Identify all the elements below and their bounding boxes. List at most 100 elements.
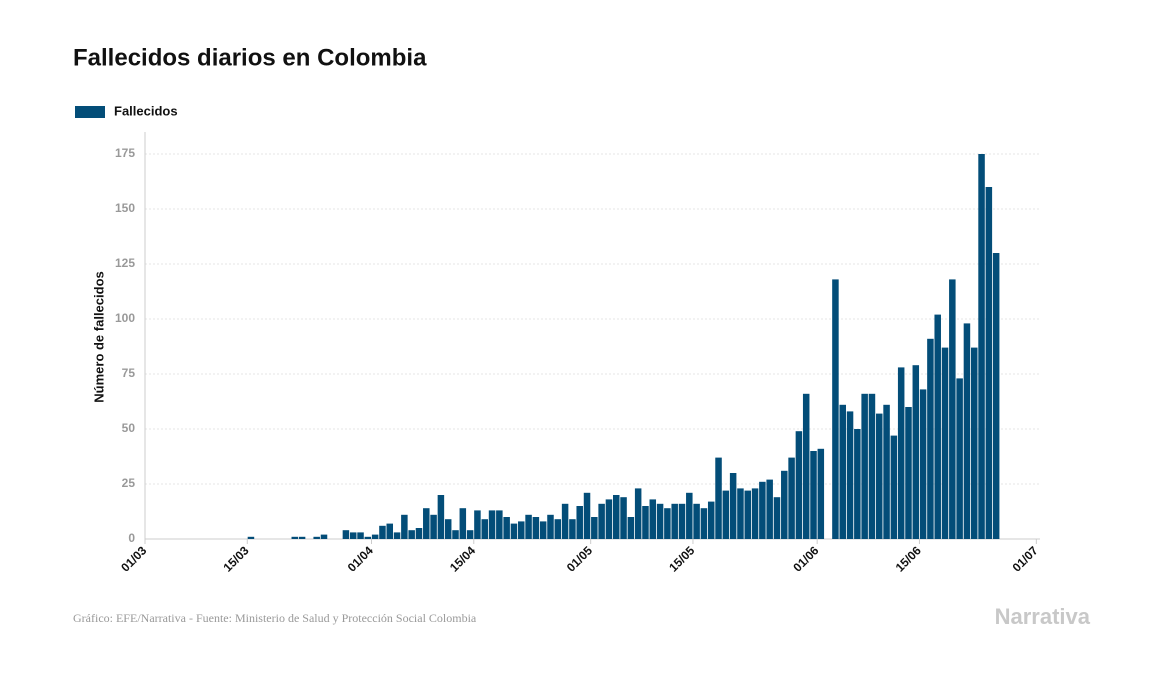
bar: [627, 517, 635, 539]
bar: [722, 490, 730, 539]
bar: [934, 314, 941, 539]
bar: [715, 457, 722, 539]
source: Gráfico: EFE/Narrativa - Fuente: Ministe…: [73, 611, 477, 625]
bar: [963, 323, 971, 539]
bar: [349, 532, 357, 539]
x-tick-label: 15/05: [666, 543, 697, 574]
bar: [474, 510, 481, 539]
bar: [298, 536, 306, 539]
x-tick-label: 01/05: [564, 543, 595, 574]
bar: [927, 338, 934, 539]
bar: [759, 481, 766, 539]
bar: [861, 393, 868, 539]
bar: [620, 497, 627, 539]
bar: [612, 495, 620, 539]
bar: [985, 187, 993, 539]
bar: [539, 521, 547, 539]
bar: [656, 503, 664, 539]
bar: [642, 506, 649, 539]
bar: [854, 429, 861, 539]
bar: [919, 389, 927, 539]
bar: [371, 534, 379, 539]
y-tick-label: 175: [115, 146, 135, 160]
bar: [583, 492, 591, 539]
bar: [437, 495, 445, 539]
legend-swatch: [75, 106, 105, 118]
bar: [897, 367, 905, 539]
bar: [883, 404, 890, 539]
bar: [525, 514, 532, 539]
y-axis-label: Número de fallecidos: [91, 271, 106, 402]
bar: [423, 508, 430, 539]
bar: [707, 501, 715, 539]
bar: [671, 503, 678, 539]
x-tick-label: 01/04: [345, 543, 376, 574]
bar: [401, 514, 408, 539]
bar: [751, 488, 759, 539]
bar: [488, 510, 496, 539]
bar: [591, 517, 598, 539]
bar: [941, 347, 949, 539]
x-tick-label: 15/04: [447, 543, 478, 574]
bar: [956, 378, 963, 539]
bar: [817, 448, 825, 539]
bar: [795, 431, 803, 539]
bar: [386, 523, 394, 539]
y-tick-label: 0: [128, 531, 135, 545]
y-tick-label: 125: [115, 256, 135, 270]
bar: [379, 525, 386, 539]
bar: [773, 497, 781, 539]
bar: [605, 499, 613, 539]
bar: [744, 490, 752, 539]
bar: [992, 253, 1000, 539]
bar: [459, 508, 467, 539]
y-tick-label: 75: [122, 366, 136, 380]
x-tick-label: 15/03: [221, 543, 252, 574]
y-tick-label: 150: [115, 201, 135, 215]
bar: [876, 413, 883, 539]
bar: [561, 503, 569, 539]
bar: [576, 506, 583, 539]
bar: [788, 457, 795, 539]
x-tick-label: 01/03: [118, 543, 149, 574]
bar: [890, 435, 898, 539]
bar: [905, 407, 912, 539]
bar: [496, 510, 503, 539]
bar: [970, 347, 978, 539]
bar: [547, 514, 554, 539]
bar: [357, 532, 364, 539]
brand: Narrativa: [995, 604, 1091, 629]
bar: [678, 503, 686, 539]
bar: [737, 488, 744, 539]
bar: [949, 279, 956, 539]
y-tick-label: 100: [115, 311, 135, 325]
bar: [481, 519, 488, 539]
bar: [693, 503, 700, 539]
y-tick-label: 50: [122, 421, 136, 435]
bar: [444, 519, 452, 539]
bar: [532, 517, 540, 539]
bar: [466, 530, 474, 539]
bar: [452, 530, 459, 539]
bar: [518, 521, 525, 539]
bar: [729, 473, 737, 539]
chart-title: Fallecidos diarios en Colombia: [73, 44, 427, 71]
bar: [510, 523, 518, 539]
x-tick-label: 01/07: [1010, 543, 1041, 574]
bar: [802, 393, 810, 539]
bar: [598, 503, 605, 539]
bar: [978, 154, 985, 539]
bar: [408, 530, 415, 539]
bar: [839, 404, 846, 539]
bar: [503, 517, 510, 539]
bar: [810, 451, 817, 539]
x-tick-label: 15/06: [893, 543, 924, 574]
bar: [569, 519, 576, 539]
bar: [700, 508, 708, 539]
bar: [320, 534, 328, 539]
bar: [430, 514, 437, 539]
bar: [313, 536, 320, 539]
bar: [634, 488, 642, 539]
bar: [868, 393, 876, 539]
